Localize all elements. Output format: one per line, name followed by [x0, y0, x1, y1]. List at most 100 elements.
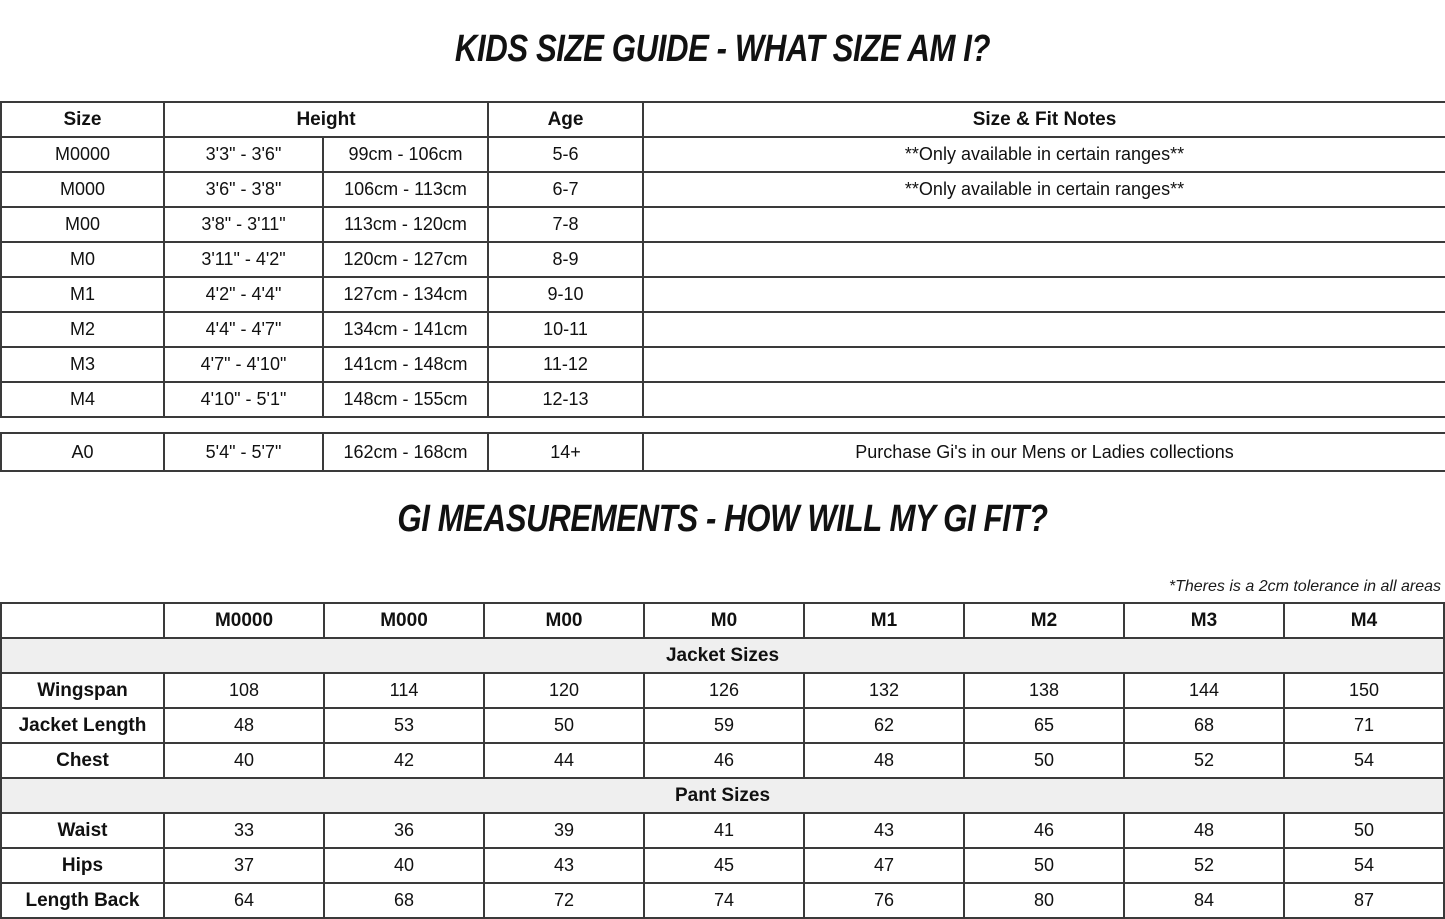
measurement-cell: 74	[643, 882, 805, 919]
size-cell: M2	[0, 311, 165, 348]
size-cell: M0	[0, 241, 165, 278]
group-header-jacket-sizes: Jacket Sizes	[0, 637, 1445, 674]
age-cell: 5-6	[487, 136, 645, 173]
table-row: Hips 37 40 43 45 47 50 52 54	[0, 847, 1445, 884]
measurement-cell: 72	[483, 882, 645, 919]
measurement-cell: 37	[163, 847, 325, 884]
column-header-m4: M4	[1283, 602, 1445, 639]
adult-height-cm-cell: 162cm - 168cm	[322, 432, 489, 472]
measurement-cell: 48	[803, 742, 965, 779]
height-cm-cell: 106cm - 113cm	[321, 171, 490, 208]
group-header-row: Jacket Sizes	[0, 637, 1445, 674]
measurement-cell: 40	[163, 742, 325, 779]
notes-cell: **Only available in certain ranges**	[642, 171, 1445, 208]
measurement-cell: 47	[803, 847, 965, 884]
measurement-cell: 50	[963, 742, 1125, 779]
measurement-cell: 52	[1123, 742, 1285, 779]
table-row: Wingspan 108 114 120 126 132 138 144 150	[0, 672, 1445, 709]
table-row: Jacket Length 48 53 50 59 62 65 68 71	[0, 707, 1445, 744]
table-row: M0000 3'3" - 3'6" 99cm - 106cm 5-6 **Only av…	[0, 136, 1445, 173]
height-cm-cell: 141cm - 148cm	[321, 346, 490, 383]
measurement-cell: 76	[803, 882, 965, 919]
height-ft-cell: 3'11" - 4'2"	[163, 241, 324, 278]
gi-table-corner-cell	[0, 602, 165, 639]
row-label-length-back: Length Back	[0, 882, 165, 919]
notes-cell: **Only available in certain ranges**	[642, 136, 1445, 173]
age-cell: 12-13	[487, 381, 645, 418]
adult-size-row-table: A0 5'4" - 5'7" 162cm - 168cm 14+ Purchas…	[0, 432, 1445, 472]
measurement-cell: 132	[803, 672, 965, 709]
column-header-age: Age	[487, 101, 645, 138]
height-cm-cell: 134cm - 141cm	[321, 311, 490, 348]
column-header-m1: M1	[803, 602, 965, 639]
measurement-cell: 45	[643, 847, 805, 884]
measurement-cell: 71	[1283, 707, 1445, 744]
table-row: A0 5'4" - 5'7" 162cm - 168cm 14+ Purchas…	[0, 432, 1445, 472]
column-header-m2: M2	[963, 602, 1125, 639]
row-label-wingspan: Wingspan	[0, 672, 165, 709]
notes-cell	[642, 311, 1445, 348]
age-cell: 6-7	[487, 171, 645, 208]
table-row: Waist 33 36 39 41 43 46 48 50	[0, 812, 1445, 849]
measurement-cell: 54	[1283, 742, 1445, 779]
row-label-waist: Waist	[0, 812, 165, 849]
gi-measurements-title: GI MEASUREMENTS - HOW WILL MY GI FIT?	[397, 498, 1048, 540]
measurement-cell: 138	[963, 672, 1125, 709]
row-label-chest: Chest	[0, 742, 165, 779]
kids-table-header-row: Size Height Age Size & Fit Notes	[0, 101, 1445, 138]
measurement-cell: 62	[803, 707, 965, 744]
age-cell: 8-9	[487, 241, 645, 278]
table-row: M4 4'10" - 5'1" 148cm - 155cm 12-13	[0, 381, 1445, 418]
height-cm-cell: 99cm - 106cm	[321, 136, 490, 173]
column-header-m00: M00	[483, 602, 645, 639]
measurement-cell: 41	[643, 812, 805, 849]
adult-age-cell: 14+	[487, 432, 644, 472]
table-row: Length Back 64 68 72 74 76 80 84 87	[0, 882, 1445, 919]
table-row: M3 4'7" - 4'10" 141cm - 148cm 11-12	[0, 346, 1445, 383]
kids-size-table: Size Height Age Size & Fit Notes M0000 3'3" -…	[0, 101, 1445, 418]
height-cm-cell: 148cm - 155cm	[321, 381, 490, 418]
measurement-cell: 44	[483, 742, 645, 779]
table-row: M00 3'8" - 3'11" 113cm - 120cm 7-8	[0, 206, 1445, 243]
group-header-pant-sizes: Pant Sizes	[0, 777, 1445, 814]
notes-cell	[642, 276, 1445, 313]
measurement-cell: 43	[803, 812, 965, 849]
measurement-cell: 68	[1123, 707, 1285, 744]
column-header-size-fit-notes: Size & Fit Notes	[642, 101, 1445, 138]
table-row: M000 3'6" - 3'8" 106cm - 113cm 6-7 **Only av…	[0, 171, 1445, 208]
notes-cell	[642, 206, 1445, 243]
height-ft-cell: 4'7" - 4'10"	[163, 346, 324, 383]
notes-cell	[642, 346, 1445, 383]
column-header-size: Size	[0, 101, 165, 138]
measurement-cell: 150	[1283, 672, 1445, 709]
table-row: M2 4'4" - 4'7" 134cm - 141cm 10-11	[0, 311, 1445, 348]
adult-size-cell: A0	[0, 432, 165, 472]
age-cell: 9-10	[487, 276, 645, 313]
height-ft-cell: 4'10" - 5'1"	[163, 381, 324, 418]
measurement-cell: 84	[1123, 882, 1285, 919]
height-cm-cell: 113cm - 120cm	[321, 206, 490, 243]
age-cell: 11-12	[487, 346, 645, 383]
column-header-m0: M0	[643, 602, 805, 639]
measurement-cell: 39	[483, 812, 645, 849]
height-cm-cell: 127cm - 134cm	[321, 276, 490, 313]
measurement-cell: 54	[1283, 847, 1445, 884]
row-label-hips: Hips	[0, 847, 165, 884]
measurement-cell: 114	[323, 672, 485, 709]
height-cm-cell: 120cm - 127cm	[321, 241, 490, 278]
measurement-cell: 48	[163, 707, 325, 744]
size-cell: M4	[0, 381, 165, 418]
size-cell: M0000	[0, 136, 165, 173]
column-header-height: Height	[162, 101, 490, 138]
adult-height-ft-cell: 5'4" - 5'7"	[163, 432, 324, 472]
height-ft-cell: 3'3" - 3'6"	[163, 136, 324, 173]
measurement-cell: 59	[643, 707, 805, 744]
measurement-cell: 68	[323, 882, 485, 919]
measurement-cell: 46	[963, 812, 1125, 849]
measurement-cell: 46	[643, 742, 805, 779]
measurement-cell: 43	[483, 847, 645, 884]
measurement-cell: 65	[963, 707, 1125, 744]
height-ft-cell: 3'6" - 3'8"	[163, 171, 324, 208]
gi-measurements-table: M0000 M000 M00 M0 M1 M2 M3 M4 Jacket Sizes Wingsp…	[0, 602, 1445, 919]
